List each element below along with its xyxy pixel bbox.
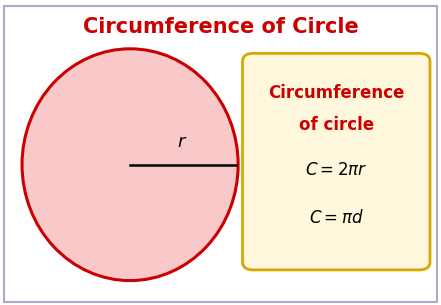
Text: of circle: of circle bbox=[299, 117, 374, 135]
Text: Circumference of Circle: Circumference of Circle bbox=[82, 17, 359, 38]
Text: $C = 2\pi r$: $C = 2\pi r$ bbox=[305, 161, 367, 179]
FancyBboxPatch shape bbox=[243, 53, 430, 270]
Text: r: r bbox=[177, 133, 184, 151]
Text: Circumference: Circumference bbox=[268, 84, 404, 102]
Text: $C = \pi d$: $C = \pi d$ bbox=[309, 209, 363, 227]
FancyBboxPatch shape bbox=[4, 6, 437, 302]
Ellipse shape bbox=[22, 49, 238, 281]
